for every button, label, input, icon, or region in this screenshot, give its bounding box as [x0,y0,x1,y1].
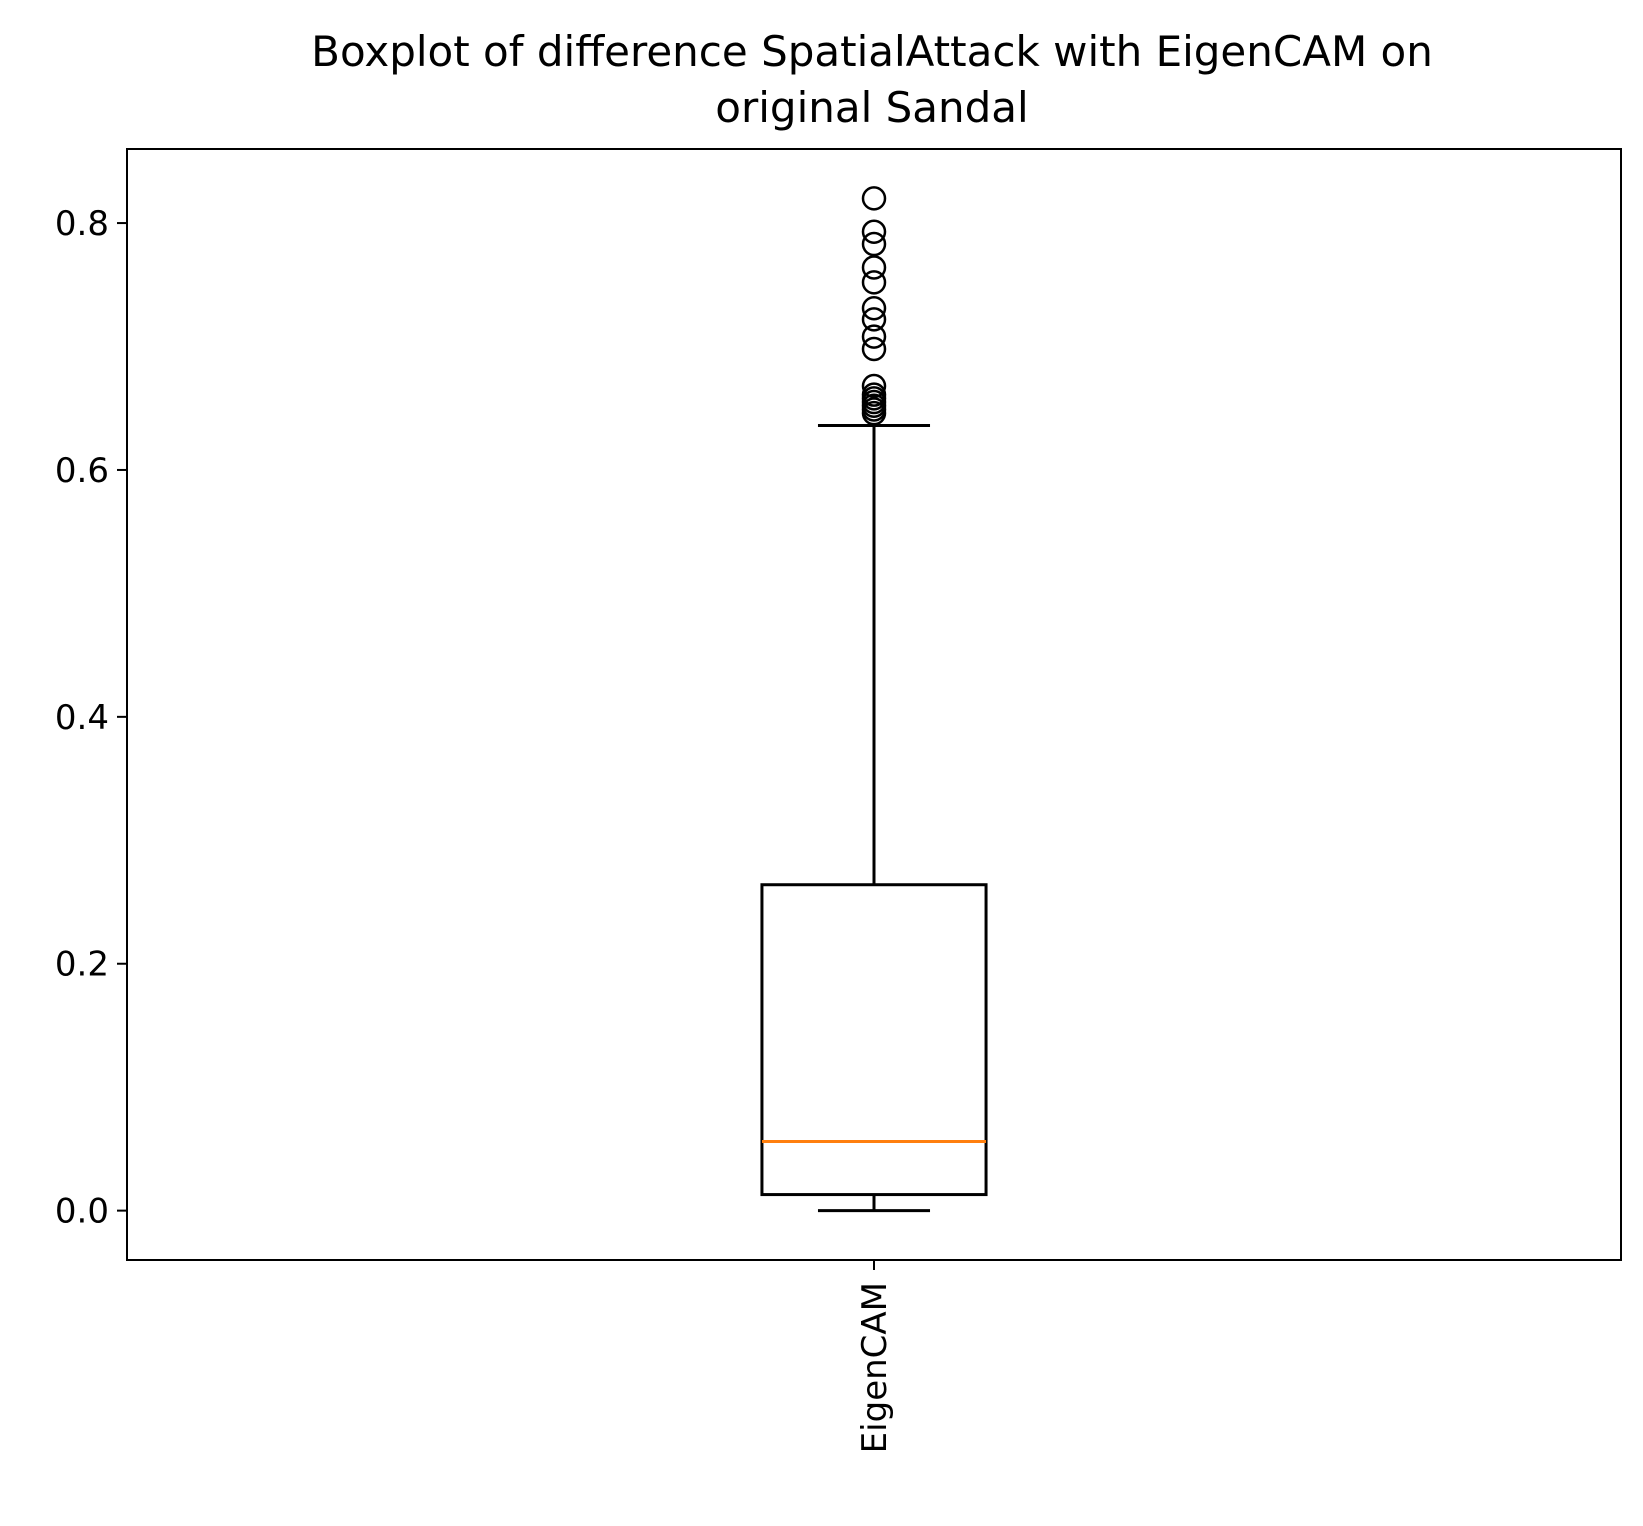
outlier-point [861,373,887,399]
outlier-point [861,231,887,257]
outlier-point [861,336,887,362]
y-tick-label: 0.8 [55,204,109,244]
outlier-point [861,219,887,244]
outlier-point [861,307,887,332]
x-tick-label: EigenCAM [855,1282,895,1453]
box-series [760,186,988,1213]
outlier-point [861,382,887,407]
y-tick-label: 0.0 [55,1192,109,1232]
chart-title-line-1: Boxplot of difference SpatialAttack with… [311,27,1433,76]
outlier-point [861,186,887,211]
outlier-point [861,255,887,280]
outlier-point [861,324,887,349]
chart-title: Boxplot of difference SpatialAttack with… [311,27,1433,132]
y-tick-label: 0.2 [55,945,109,985]
chart-title-line-2: original Sandal [715,83,1028,132]
y-tick-label: 0.6 [55,451,109,491]
x-axis: EigenCAM [855,1260,895,1453]
box-group [760,186,988,1213]
outlier-point [861,270,887,295]
y-axis: 0.0 0.2 0.4 0.6 0.8 [55,204,127,1232]
y-tick-label: 0.4 [55,698,109,738]
outlier-point [861,295,887,321]
iqr-box [760,883,988,1197]
